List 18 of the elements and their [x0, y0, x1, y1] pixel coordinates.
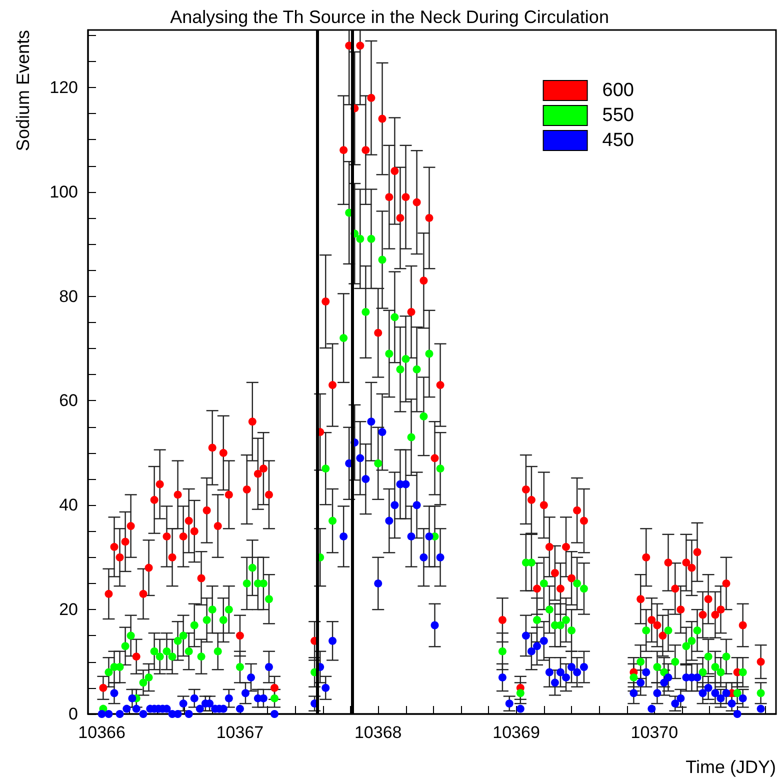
y-tick-label: 80	[59, 286, 78, 306]
x-tick-label: 10368	[354, 723, 402, 742]
y-axis-title: Sodium Events	[13, 30, 33, 152]
y-tick-label: 100	[50, 182, 78, 202]
x-tick-label: 10370	[630, 723, 678, 742]
legend-label: 550	[602, 105, 634, 126]
legend-label: 600	[602, 80, 634, 101]
x-tick-label: 10366	[78, 723, 126, 742]
y-tick-label: 60	[59, 391, 78, 410]
x-tick-label: 10369	[492, 723, 540, 742]
y-tick-label: 0	[68, 704, 78, 724]
x-axis-title: Time (JDY)	[686, 757, 776, 777]
y-tick-label: 120	[50, 78, 78, 97]
chart-title: Analysing the Th Source in the Neck During Circulation	[170, 7, 609, 27]
legend-label: 450	[602, 130, 634, 151]
y-tick-label: 20	[59, 600, 78, 620]
x-tick-label: 10367	[216, 723, 264, 742]
y-tick-label: 40	[59, 496, 78, 515]
